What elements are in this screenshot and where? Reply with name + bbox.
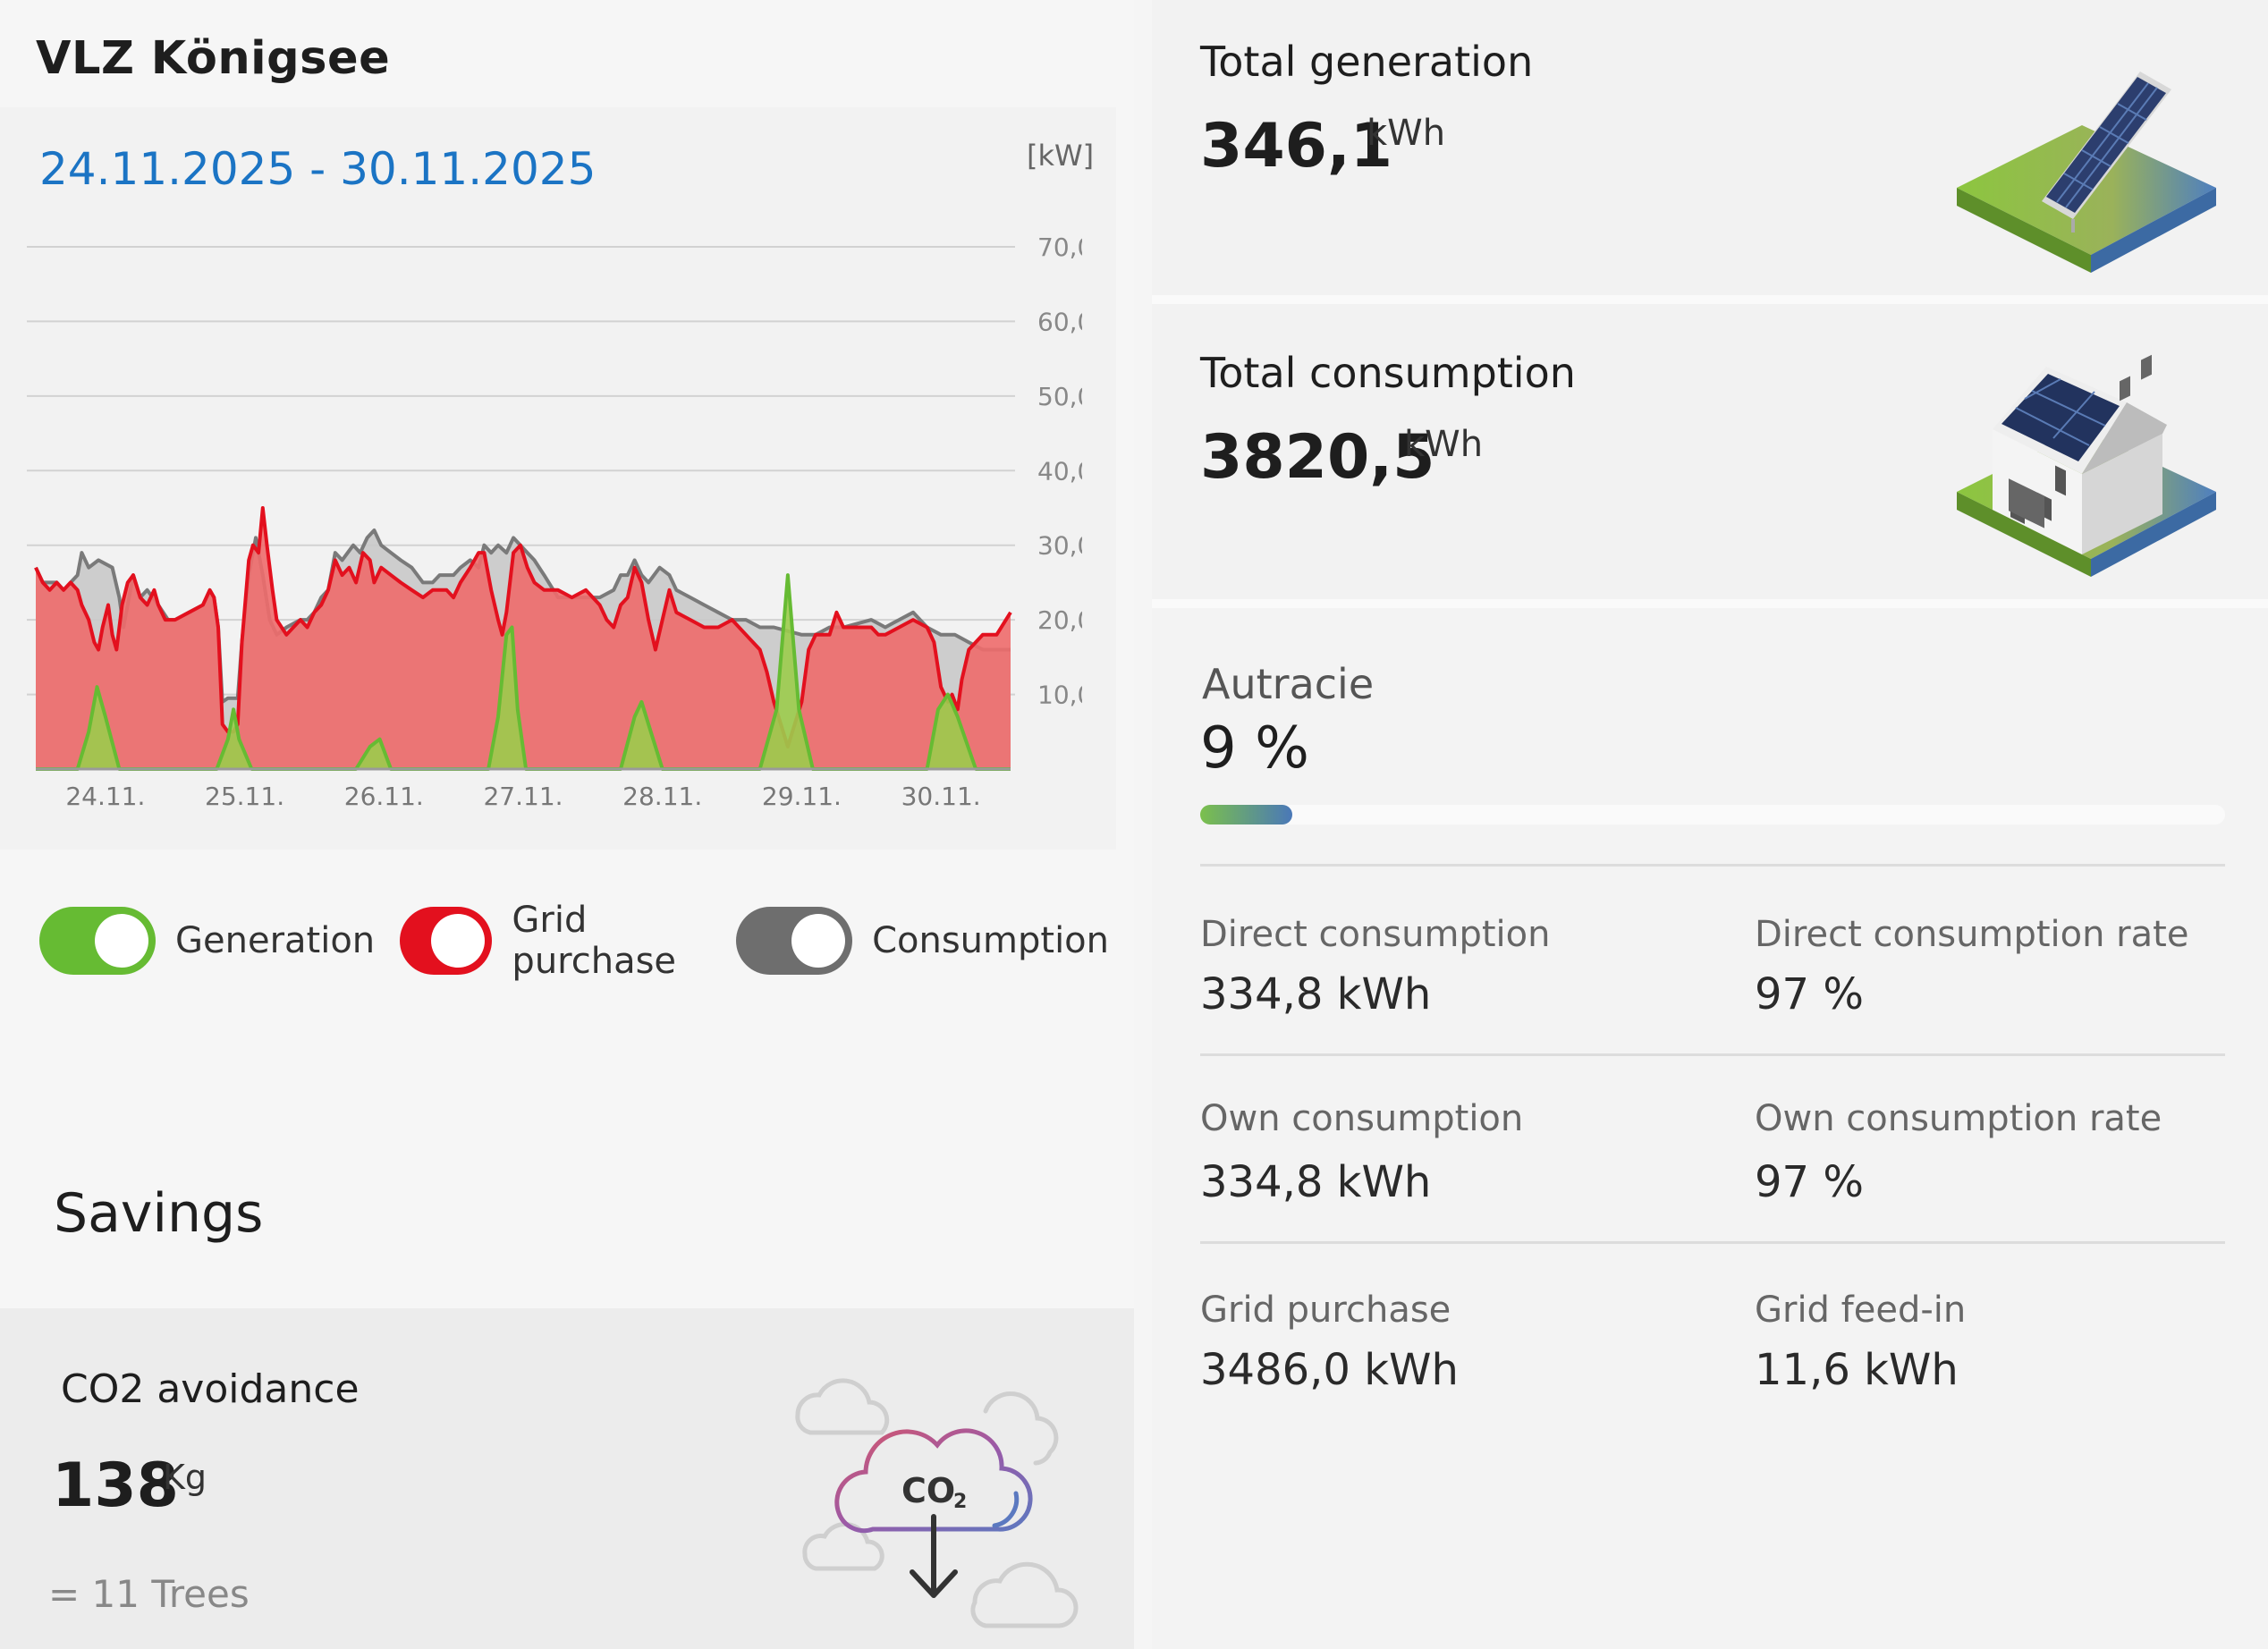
house-icon — [1957, 354, 2216, 577]
autarky-label: Autracie — [1202, 660, 1375, 708]
total-generation-title: Total generation — [1200, 38, 1534, 86]
grid-purchase-line — [34, 506, 1012, 748]
co2-trees-equivalent: = 11 Trees — [48, 1572, 250, 1616]
toggle-knob — [95, 914, 148, 968]
grid-purchase-value: 3486,0 kWh — [1200, 1345, 1459, 1395]
own-consumption-label: Own consumption — [1200, 1098, 1524, 1139]
left-panel: VLZ Königsee 24.11.2025 - 30.11.2025 [kW… — [0, 32, 1134, 1649]
y-tick-label: 60,0 — [1037, 307, 1082, 336]
x-tick-label: 27.11. — [483, 782, 563, 811]
grid-purchase-label: Grid purchase — [1200, 1290, 1451, 1331]
autarky-value: 9 % — [1200, 715, 1309, 782]
direct-consumption-value: 334,8 kWh — [1200, 969, 1432, 1019]
own-consumption-value: 334,8 kWh — [1200, 1157, 1432, 1207]
total-generation-value: 346,1 — [1200, 111, 1393, 182]
autarky-progress-bar — [1200, 805, 2225, 824]
direct-consumption-rate-value: 97 % — [1755, 969, 1864, 1019]
grid-feed-in-value: 11,6 kWh — [1755, 1345, 1959, 1395]
co2-unit: Kg — [163, 1458, 207, 1497]
chart-legend: Generation Grid purchase Consumption — [39, 900, 1134, 982]
x-tick-label: 28.11. — [622, 782, 702, 811]
co2-cloud-icon: CO 2 — [795, 1378, 1079, 1628]
y-tick-label: 70,0 — [1037, 233, 1082, 262]
autarky-progress-fill — [1200, 805, 1293, 824]
date-range[interactable]: 24.11.2025 - 30.11.2025 — [39, 143, 597, 195]
x-tick-label: 25.11. — [205, 782, 284, 811]
card-separator — [1152, 295, 2268, 304]
card-separator — [1152, 599, 2268, 608]
y-tick-label: 10,0 — [1037, 681, 1082, 710]
co2-cloud-label: CO — [901, 1471, 955, 1510]
legend-item-grid-purchase[interactable]: Grid purchase — [400, 900, 711, 982]
right-panel: Total generation 346,1 kWh Total consump… — [1152, 0, 2268, 1649]
y-tick-label: 20,0 — [1037, 605, 1082, 635]
co2-title: CO2 avoidance — [61, 1366, 360, 1412]
direct-consumption-rate-label: Direct consumption rate — [1755, 914, 2189, 955]
divider — [1200, 1053, 2225, 1056]
consumption-toggle[interactable] — [736, 907, 853, 975]
legend-item-consumption[interactable]: Consumption — [736, 907, 1109, 975]
generation-toggle[interactable] — [39, 907, 156, 975]
legend-item-generation[interactable]: Generation — [39, 907, 375, 975]
savings-heading: Savings — [54, 1182, 264, 1245]
x-tick-label: 29.11. — [762, 782, 842, 811]
x-tick-label: 30.11. — [901, 782, 981, 811]
divider — [1200, 864, 2225, 867]
co2-value: 138 — [52, 1450, 179, 1521]
generation-legend-label: Generation — [175, 920, 376, 961]
own-consumption-rate-label: Own consumption rate — [1755, 1098, 2162, 1139]
power-chart[interactable]: 70,0 60,0 50,0 40,0 30,0 20,0 10,0 24.11. 25.11.… — [27, 215, 1082, 823]
toggle-knob — [431, 914, 486, 968]
total-generation-card[interactable]: Total generation 346,1 kWh — [1152, 0, 2268, 295]
grid-purchase-legend-label: Grid purchase — [512, 900, 677, 982]
total-consumption-value: 3820,5 — [1200, 422, 1435, 493]
grid-purchase-toggle[interactable] — [400, 907, 493, 975]
toggle-knob — [791, 914, 846, 968]
co2-cloud-subscript: 2 — [953, 1491, 967, 1513]
own-consumption-rate-value: 97 % — [1755, 1157, 1864, 1207]
x-tick-label: 26.11. — [344, 782, 424, 811]
total-consumption-card[interactable]: Total consumption 3820,5 kWh — [1152, 304, 2268, 599]
co2-card — [0, 1308, 1134, 1649]
y-tick-label: 30,0 — [1037, 531, 1082, 561]
grid-purchase-area — [36, 508, 1011, 769]
plant-title: VLZ Königsee — [36, 32, 391, 85]
divider — [1200, 1241, 2225, 1244]
total-generation-unit: kWh — [1367, 113, 1446, 154]
chart-unit-label: [kW] — [1027, 139, 1095, 173]
solar-panel-icon — [1957, 72, 2216, 273]
total-consumption-title: Total consumption — [1200, 349, 1576, 397]
direct-consumption-label: Direct consumption — [1200, 914, 1551, 955]
total-consumption-unit: kWh — [1404, 424, 1484, 465]
x-tick-label: 24.11. — [65, 782, 145, 811]
y-tick-label: 40,0 — [1037, 456, 1082, 486]
consumption-legend-label: Consumption — [872, 920, 1109, 961]
grid-feed-in-label: Grid feed-in — [1755, 1290, 1967, 1331]
y-tick-label: 50,0 — [1037, 382, 1082, 411]
